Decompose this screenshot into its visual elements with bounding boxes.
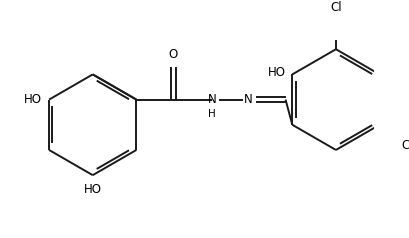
- Text: N: N: [207, 93, 216, 106]
- Text: HO: HO: [24, 93, 42, 106]
- Text: HO: HO: [267, 66, 285, 79]
- Text: O: O: [168, 48, 178, 61]
- Text: N: N: [244, 93, 252, 106]
- Text: H: H: [207, 109, 215, 119]
- Text: HO: HO: [83, 183, 101, 196]
- Text: Cl: Cl: [401, 139, 409, 152]
- Text: Cl: Cl: [329, 1, 341, 14]
